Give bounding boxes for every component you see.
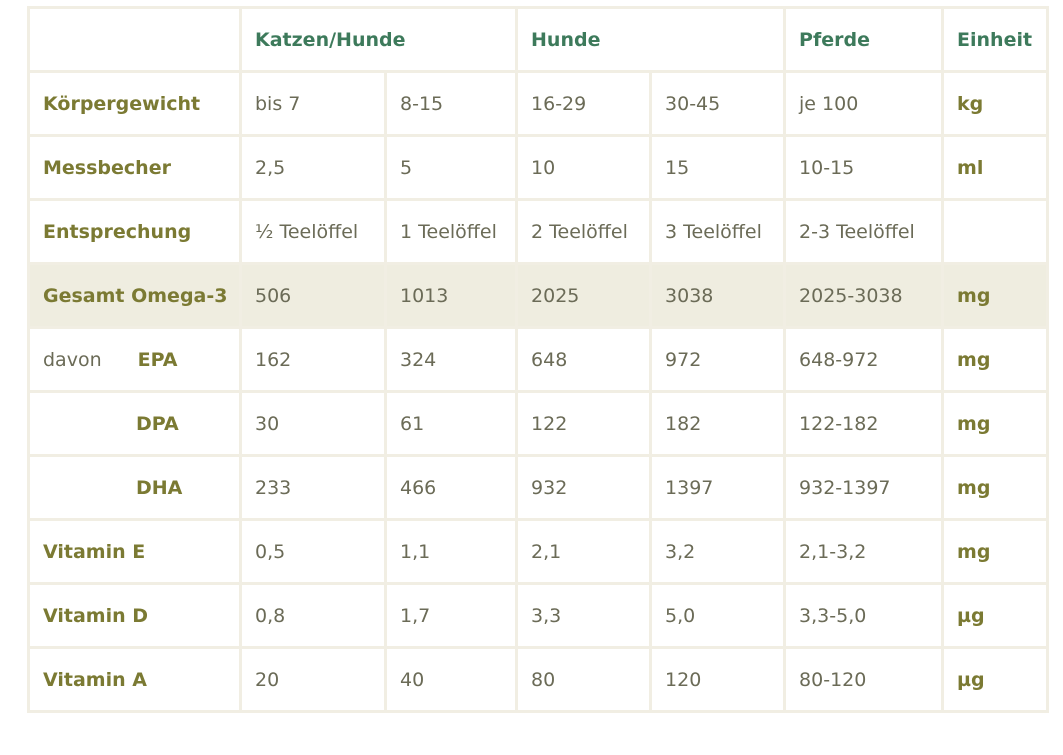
- unit-cell: ml: [941, 134, 1050, 201]
- table-cell: 3038: [649, 262, 787, 329]
- row-sublabel: DHA: [136, 476, 183, 499]
- table-cell: 2 Teelöffel: [515, 198, 653, 265]
- unit-cell: kg: [941, 70, 1050, 137]
- row-label: davon: [43, 348, 102, 371]
- table-cell: 2-3 Teelöffel: [783, 198, 945, 265]
- row-label: Entsprechung: [27, 198, 242, 265]
- header-einheit: Einheit: [941, 6, 1050, 73]
- table-cell: 932: [515, 454, 653, 521]
- table-cell: 122-182: [783, 390, 945, 457]
- row-label-sub: DHA: [27, 454, 242, 521]
- unit-cell: µg: [941, 582, 1050, 649]
- table-cell: 2025-3038: [783, 262, 945, 329]
- table-cell: 30: [239, 390, 387, 457]
- table-row: Entsprechung ½ Teelöffel 1 Teelöffel 2 T…: [27, 198, 1050, 265]
- row-label: Vitamin E: [27, 518, 242, 585]
- table-cell: 648-972: [783, 326, 945, 393]
- row-label: Vitamin A: [27, 646, 242, 713]
- table-row: davon EPA 162 324 648 972 648-972 mg: [27, 326, 1050, 393]
- table-cell: 40: [383, 646, 519, 713]
- table-cell: 506: [239, 262, 387, 329]
- row-label-sub: DPA: [27, 390, 242, 457]
- dosage-table-container: Katzen/Hunde Hunde Pferde Einheit Körper…: [27, 6, 1050, 713]
- table-row: Vitamin D 0,8 1,7 3,3 5,0 3,3-5,0 µg: [27, 582, 1050, 649]
- row-label-davon: davon EPA: [27, 326, 242, 393]
- table-row: Körpergewicht bis 7 8-15 16-29 30-45 je …: [27, 70, 1050, 137]
- table-cell: 324: [383, 326, 519, 393]
- unit-cell: mg: [941, 454, 1050, 521]
- table-cell: 0,5: [239, 518, 387, 585]
- unit-cell: [941, 198, 1050, 265]
- table-cell: 5,0: [649, 582, 787, 649]
- table-cell: 972: [649, 326, 787, 393]
- table-cell: 1,1: [383, 518, 519, 585]
- table-cell: 1397: [649, 454, 787, 521]
- table-cell: 10-15: [783, 134, 945, 201]
- table-cell: 8-15: [383, 70, 519, 137]
- table-cell: 2,1: [515, 518, 653, 585]
- row-label: Vitamin D: [27, 582, 242, 649]
- table-cell: bis 7: [239, 70, 387, 137]
- table-cell: je 100: [783, 70, 945, 137]
- table-cell: 61: [383, 390, 519, 457]
- table-cell: 1,7: [383, 582, 519, 649]
- table-cell: 5: [383, 134, 519, 201]
- table-cell: 120: [649, 646, 787, 713]
- table-cell: 1 Teelöffel: [383, 198, 519, 265]
- table-cell: 2,1-3,2: [783, 518, 945, 585]
- table-row: DPA 30 61 122 182 122-182 mg: [27, 390, 1050, 457]
- table-row: DHA 233 466 932 1397 932-1397 mg: [27, 454, 1050, 521]
- table-cell: 182: [649, 390, 787, 457]
- row-label: Körpergewicht: [27, 70, 242, 137]
- table-cell: 1013: [383, 262, 519, 329]
- table-cell: 122: [515, 390, 653, 457]
- row-sublabel: EPA: [137, 348, 178, 371]
- table-cell: 0,8: [239, 582, 387, 649]
- unit-cell: µg: [941, 646, 1050, 713]
- dosage-table: Katzen/Hunde Hunde Pferde Einheit Körper…: [27, 6, 1050, 713]
- table-cell: 648: [515, 326, 653, 393]
- table-cell: 80: [515, 646, 653, 713]
- table-cell: 2025: [515, 262, 653, 329]
- header-pferde: Pferde: [783, 6, 945, 73]
- table-cell: 20: [239, 646, 387, 713]
- table-row-highlighted: Gesamt Omega-3 506 1013 2025 3038 2025-3…: [27, 262, 1050, 329]
- header-row: Katzen/Hunde Hunde Pferde Einheit: [27, 6, 1050, 73]
- table-cell: 2,5: [239, 134, 387, 201]
- table-cell: 466: [383, 454, 519, 521]
- table-cell: 30-45: [649, 70, 787, 137]
- table-cell: 80-120: [783, 646, 945, 713]
- row-label: Gesamt Omega-3: [27, 262, 242, 329]
- table-row: Messbecher 2,5 5 10 15 10-15 ml: [27, 134, 1050, 201]
- header-empty-cell: [27, 6, 242, 73]
- table-row: Vitamin E 0,5 1,1 2,1 3,2 2,1-3,2 mg: [27, 518, 1050, 585]
- table-cell: 15: [649, 134, 787, 201]
- table-cell: 3,2: [649, 518, 787, 585]
- table-cell: ½ Teelöffel: [239, 198, 387, 265]
- table-cell: 3 Teelöffel: [649, 198, 787, 265]
- header-hunde: Hunde: [515, 6, 787, 73]
- row-label: Messbecher: [27, 134, 242, 201]
- table-cell: 3,3-5,0: [783, 582, 945, 649]
- table-cell: 932-1397: [783, 454, 945, 521]
- header-katzen-hunde: Katzen/Hunde: [238, 6, 519, 73]
- row-sublabel: DPA: [136, 412, 179, 435]
- unit-cell: mg: [941, 262, 1050, 329]
- table-cell: 162: [239, 326, 387, 393]
- unit-cell: mg: [941, 390, 1050, 457]
- table-cell: 10: [515, 134, 653, 201]
- unit-cell: mg: [941, 326, 1050, 393]
- table-cell: 16-29: [515, 70, 653, 137]
- table-cell: 3,3: [515, 582, 653, 649]
- table-cell: 233: [239, 454, 387, 521]
- table-row: Vitamin A 20 40 80 120 80-120 µg: [27, 646, 1050, 713]
- unit-cell: mg: [941, 518, 1050, 585]
